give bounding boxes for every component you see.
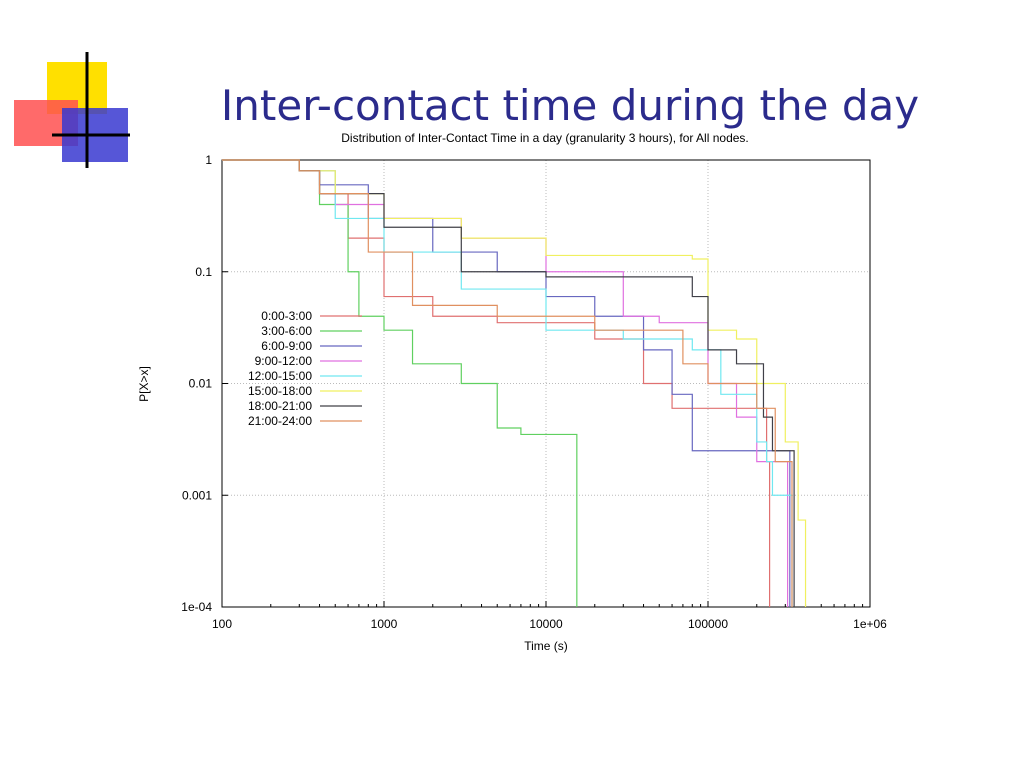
chart-title: Distribution of Inter-Contact Time in a …	[341, 131, 749, 145]
y-tick-label: 1	[205, 153, 212, 167]
y-axis-label: P[X>x]	[137, 366, 151, 402]
legend-label: 3:00-6:00	[261, 324, 312, 338]
x-tick-label: 10000	[529, 617, 563, 631]
x-axis-label: Time (s)	[524, 639, 568, 653]
x-tick-label: 1000	[371, 617, 398, 631]
plot-frame	[221, 159, 871, 608]
y-tick-label: 0.001	[182, 488, 212, 502]
y-tick-label: 1e-04	[181, 600, 212, 614]
legend-label: 9:00-12:00	[255, 354, 313, 368]
series-line	[222, 159, 793, 607]
legend-label: 18:00-21:00	[248, 399, 312, 413]
y-tick-label: 0.01	[189, 377, 213, 391]
x-tick-label: 100	[212, 617, 232, 631]
legend-label: 21:00-24:00	[248, 414, 312, 428]
legend-label: 0:00-3:00	[261, 309, 312, 323]
slide-title: Inter-contact time during the day	[221, 81, 919, 130]
legend-label: 12:00-15:00	[248, 369, 312, 383]
x-tick-label: 100000	[688, 617, 728, 631]
legend-label: 6:00-9:00	[261, 339, 312, 353]
legend-label: 15:00-18:00	[248, 384, 312, 398]
x-tick-label: 1e+06	[853, 617, 887, 631]
slide-decoration	[14, 52, 130, 168]
y-tick-label: 0.1	[195, 265, 212, 279]
series-line	[222, 159, 793, 607]
